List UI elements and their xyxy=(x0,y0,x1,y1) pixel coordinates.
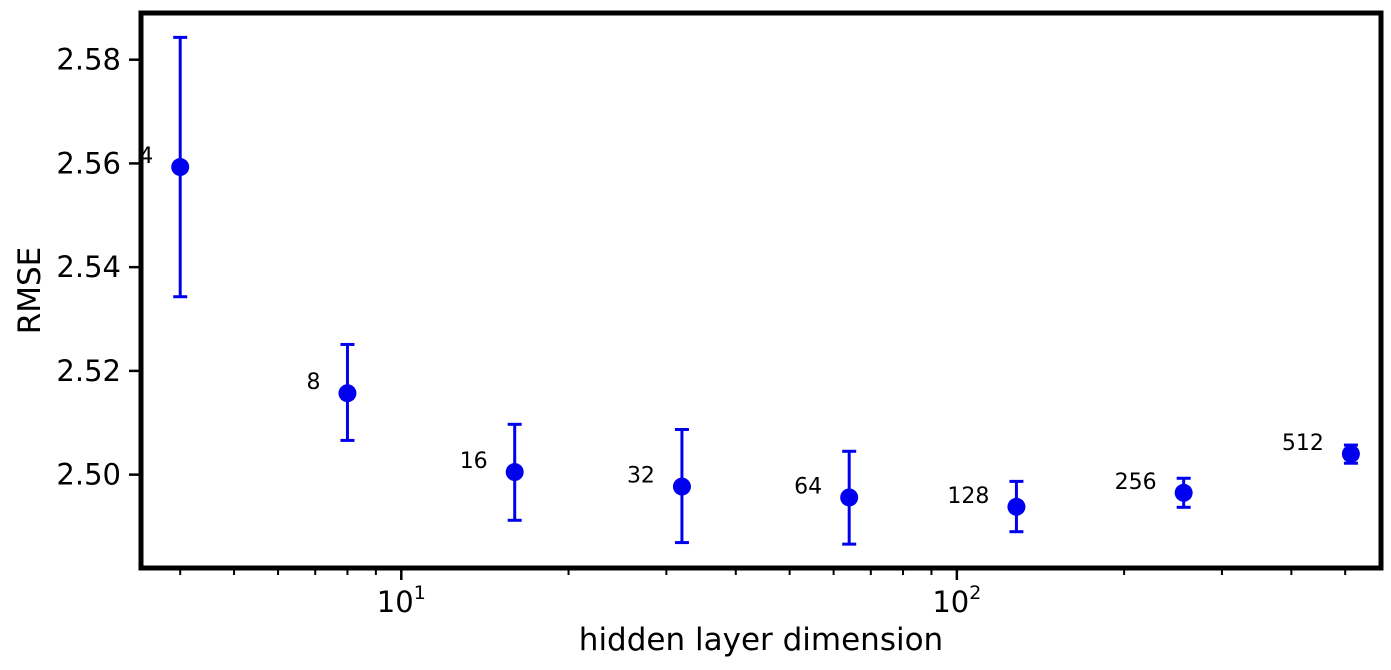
data-point-label: 64 xyxy=(794,474,822,499)
data-point-group: 4 xyxy=(139,35,190,299)
data-point-group: 8 xyxy=(306,342,357,442)
plot-frame xyxy=(138,10,1384,571)
data-points: 4 8 16 32 64 128 256 512 xyxy=(139,35,1360,546)
data-point-group: 256 xyxy=(1115,470,1193,509)
x-tick-label: 102 xyxy=(932,582,981,619)
data-point-marker xyxy=(171,158,190,177)
data-point-marker xyxy=(1174,483,1193,502)
y-tick-label: 2.52 xyxy=(56,354,121,388)
data-point-label: 256 xyxy=(1115,470,1157,495)
y-tick-label: 2.54 xyxy=(56,250,121,284)
data-point-group: 16 xyxy=(460,422,524,522)
data-point-label: 128 xyxy=(947,484,989,509)
data-point-marker xyxy=(1341,444,1360,463)
data-point-group: 128 xyxy=(947,479,1026,534)
data-point-group: 32 xyxy=(627,428,691,545)
data-point-marker xyxy=(1007,497,1026,516)
data-point-marker xyxy=(840,488,859,507)
x-tick-label: 101 xyxy=(377,582,426,619)
y-axis-label: RMSE xyxy=(12,247,48,335)
data-point-label: 8 xyxy=(306,370,320,395)
data-point-marker xyxy=(672,477,691,496)
data-point-label: 32 xyxy=(627,464,655,489)
data-point-group: 64 xyxy=(794,449,859,546)
data-point-marker xyxy=(338,384,357,403)
data-point-label: 16 xyxy=(460,449,488,474)
x-axis-label: hidden layer dimension xyxy=(579,622,943,658)
data-point-label: 512 xyxy=(1282,431,1324,456)
y-tick-label: 2.58 xyxy=(56,43,121,77)
data-point-marker xyxy=(505,463,524,482)
y-tick-label: 2.50 xyxy=(56,458,121,492)
y-tick-label: 2.56 xyxy=(56,146,121,180)
y-axis-ticks: 2.50 2.52 2.54 2.56 2.58 xyxy=(56,43,141,492)
x-major-ticks: 101 102 xyxy=(377,568,981,619)
data-point-group: 512 xyxy=(1282,431,1360,465)
